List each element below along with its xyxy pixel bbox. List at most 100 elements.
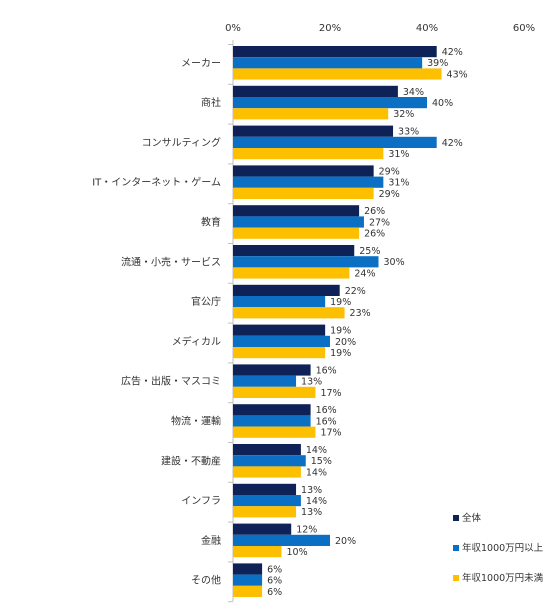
x-tick-label: 0% — [225, 23, 241, 34]
data-label: 27% — [369, 217, 390, 228]
bar-all — [233, 483, 297, 495]
category-label: インフラ — [181, 495, 221, 507]
data-label: 14% — [306, 445, 327, 456]
category-label: 流通・小売・サービス — [121, 255, 221, 268]
bar-under-1000 — [233, 148, 384, 160]
bar-all — [233, 523, 292, 535]
legend-label: 年収1000万円以上 — [462, 542, 544, 554]
data-label: 6% — [267, 587, 282, 598]
x-tick-label: 40% — [416, 23, 438, 34]
bar-under-1000 — [233, 187, 374, 199]
bar-over-1000 — [233, 136, 437, 148]
bar-under-1000 — [233, 267, 350, 279]
bar-all — [233, 85, 398, 97]
data-label: 20% — [335, 536, 356, 547]
bar-over-1000 — [233, 216, 364, 228]
bar-under-1000 — [233, 585, 263, 597]
bar-over-1000 — [233, 375, 297, 387]
data-label: 13% — [301, 377, 322, 388]
data-label: 33% — [398, 127, 419, 138]
data-label: 22% — [345, 286, 366, 297]
data-label: 6% — [267, 564, 282, 575]
data-label: 17% — [320, 428, 341, 439]
bar-under-1000 — [233, 466, 301, 478]
data-label: 43% — [447, 69, 468, 80]
data-label: 16% — [316, 365, 337, 376]
bar-over-1000 — [233, 534, 330, 546]
legend-label: 年収1000万円未満 — [462, 572, 544, 584]
category-label: メディカル — [172, 335, 221, 348]
data-label: 31% — [388, 178, 409, 189]
bar-over-1000 — [233, 176, 384, 188]
data-label: 13% — [301, 507, 322, 518]
bar-all — [233, 205, 360, 217]
category-label: コンサルティング — [142, 136, 221, 149]
category-label: メーカー — [181, 57, 221, 69]
data-label: 40% — [432, 98, 453, 109]
bar-all — [233, 165, 374, 177]
data-label: 12% — [296, 525, 317, 536]
data-label: 24% — [354, 268, 375, 279]
data-label: 26% — [364, 229, 385, 240]
bar-all — [233, 46, 437, 58]
bar-under-1000 — [233, 307, 345, 319]
bar-all — [233, 364, 311, 376]
data-label: 26% — [364, 206, 385, 217]
legend-swatch — [453, 575, 459, 581]
bar-all — [233, 125, 394, 137]
legend-label: 全体 — [462, 512, 482, 524]
data-label: 42% — [442, 47, 463, 58]
category-label: 建設・不動産 — [161, 454, 221, 467]
bar-over-1000 — [233, 495, 301, 507]
bar-all — [233, 404, 311, 416]
bar-under-1000 — [233, 108, 389, 120]
data-label: 32% — [393, 109, 414, 120]
bar-all — [233, 284, 340, 296]
data-label: 14% — [306, 496, 327, 507]
category-label: その他 — [191, 574, 221, 587]
data-label: 39% — [427, 58, 448, 69]
data-label: 30% — [384, 257, 405, 268]
legend-swatch — [453, 545, 459, 551]
category-label: 商社 — [201, 96, 221, 109]
bar-over-1000 — [233, 574, 263, 586]
category-label: IT・インターネット・ゲーム — [92, 177, 221, 189]
bar-under-1000 — [233, 426, 316, 438]
bar-under-1000 — [233, 546, 282, 558]
data-label: 16% — [316, 416, 337, 427]
bar-over-1000 — [233, 455, 306, 467]
bar-over-1000 — [233, 256, 379, 268]
bar-all — [233, 324, 326, 336]
data-label: 14% — [306, 467, 327, 478]
data-label: 10% — [287, 547, 308, 558]
data-label: 23% — [350, 308, 371, 319]
data-label: 13% — [301, 485, 322, 496]
data-label: 31% — [388, 149, 409, 160]
data-label: 6% — [267, 576, 282, 587]
data-label: 29% — [379, 166, 400, 177]
data-label: 20% — [335, 337, 356, 348]
legend-swatch — [453, 515, 459, 521]
bar-over-1000 — [233, 296, 326, 308]
bar-under-1000 — [233, 227, 360, 239]
category-label: 教育 — [201, 216, 221, 229]
category-label: 金融 — [201, 534, 221, 547]
data-label: 29% — [379, 189, 400, 200]
bar-under-1000 — [233, 506, 297, 518]
data-label: 42% — [442, 138, 463, 149]
data-label: 19% — [330, 326, 351, 337]
data-label: 17% — [320, 388, 341, 399]
data-label: 16% — [316, 405, 337, 416]
bar-under-1000 — [233, 386, 316, 398]
bar-all — [233, 444, 301, 456]
category-label: 官公庁 — [191, 295, 221, 308]
category-label: 物流・運輸 — [171, 415, 221, 428]
data-label: 34% — [403, 87, 424, 98]
bar-under-1000 — [233, 347, 326, 359]
bar-over-1000 — [233, 97, 427, 109]
bar-all — [233, 563, 263, 575]
bar-over-1000 — [233, 335, 330, 347]
data-label: 19% — [330, 297, 351, 308]
